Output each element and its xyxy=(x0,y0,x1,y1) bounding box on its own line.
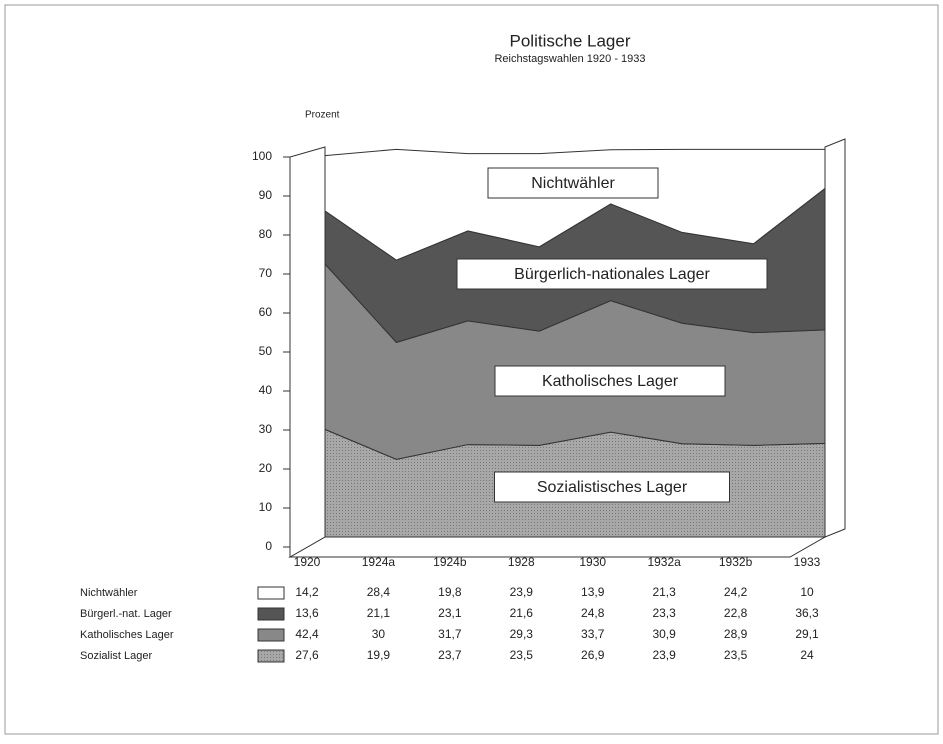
chart-title: Politische Lager xyxy=(510,31,631,50)
x-tick-label: 1928 xyxy=(508,555,535,569)
table-value: 30 xyxy=(372,627,386,641)
y-tick-label: 20 xyxy=(259,461,273,475)
annotation-box xyxy=(456,258,768,290)
legend-label: Sozialist Lager xyxy=(80,650,152,662)
legend-label: Bürgerl.-nat. Lager xyxy=(80,608,172,620)
legend-label: Katholisches Lager xyxy=(80,629,174,641)
table-value: 23,7 xyxy=(438,648,462,662)
right-wall xyxy=(824,138,846,538)
legend-swatch xyxy=(257,586,285,600)
frame xyxy=(4,4,939,735)
legend-swatch xyxy=(257,607,285,621)
x-tick-label: 1932a xyxy=(647,555,681,569)
table-value: 14,2 xyxy=(295,585,319,599)
y-tick-label: 80 xyxy=(259,227,273,241)
table-value: 29,1 xyxy=(795,627,819,641)
x-tick-label: 1930 xyxy=(579,555,606,569)
table-value: 36,3 xyxy=(795,606,819,620)
y-tick-label: 60 xyxy=(259,305,273,319)
table-value: 31,7 xyxy=(438,627,462,641)
table-value: 23,1 xyxy=(438,606,462,620)
table-value: 28,9 xyxy=(724,627,748,641)
annotation: Katholisches Lager xyxy=(542,373,679,390)
table-value: 19,8 xyxy=(438,585,462,599)
table-value: 42,4 xyxy=(295,627,319,641)
table-value: 21,3 xyxy=(652,585,676,599)
annotation-box xyxy=(494,471,730,503)
x-tick-label: 1933 xyxy=(794,555,821,569)
y-tick-label: 100 xyxy=(252,149,272,163)
chart-subtitle: Reichstagswahlen 1920 - 1933 xyxy=(494,53,645,65)
y-tick-label: 30 xyxy=(259,422,273,436)
annotation: Nichtwähler xyxy=(531,175,615,192)
y-axis-label: Prozent xyxy=(305,110,340,121)
y-tick-label: 70 xyxy=(259,266,273,280)
x-tick-label: 1932b xyxy=(719,555,753,569)
table-value: 21,1 xyxy=(367,606,391,620)
table-value: 24,2 xyxy=(724,585,748,599)
table-value: 30,9 xyxy=(652,627,676,641)
table-value: 23,5 xyxy=(510,648,534,662)
table-value: 13,9 xyxy=(581,585,605,599)
x-tick-label: 1924b xyxy=(433,555,467,569)
table-value: 13,6 xyxy=(295,606,319,620)
legend-swatch xyxy=(257,628,285,642)
legend-swatch xyxy=(257,649,285,663)
y-tick-label: 0 xyxy=(265,539,272,553)
table-value: 27,6 xyxy=(295,648,319,662)
table-value: 26,9 xyxy=(581,648,605,662)
left-wall xyxy=(289,146,326,558)
table-value: 33,7 xyxy=(581,627,605,641)
y-tick-label: 90 xyxy=(259,188,273,202)
table-value: 23,5 xyxy=(724,648,748,662)
annotation-box xyxy=(487,167,659,199)
floor xyxy=(288,536,827,558)
table-value: 21,6 xyxy=(510,606,534,620)
table-value: 19,9 xyxy=(367,648,391,662)
y-tick-label: 50 xyxy=(259,344,273,358)
y-tick-label: 10 xyxy=(259,500,273,514)
x-tick-label: 1924a xyxy=(362,555,396,569)
table-value: 28,4 xyxy=(367,585,391,599)
table-value: 24 xyxy=(800,648,814,662)
annotation-box xyxy=(494,365,726,397)
x-tick-label: 1920 xyxy=(294,555,321,569)
y-tick-label: 40 xyxy=(259,383,273,397)
annotation: Sozialistisches Lager xyxy=(537,479,688,496)
legend-label: Nichtwähler xyxy=(80,587,138,599)
table-value: 29,3 xyxy=(510,627,534,641)
table-value: 23,9 xyxy=(510,585,534,599)
table-value: 10 xyxy=(800,585,814,599)
annotation: Bürgerlich-nationales Lager xyxy=(514,266,710,283)
table-value: 24,8 xyxy=(581,606,605,620)
table-value: 23,3 xyxy=(652,606,676,620)
table-value: 22,8 xyxy=(724,606,748,620)
table-value: 23,9 xyxy=(652,648,676,662)
